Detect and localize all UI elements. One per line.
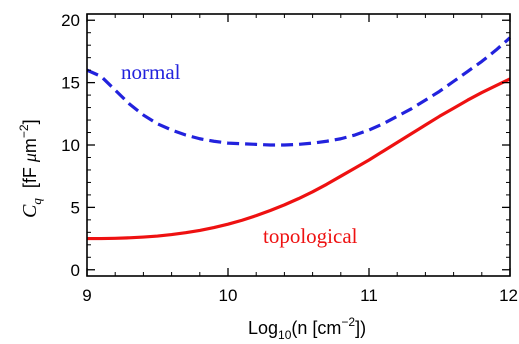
x-axis-label-superscript: −2 [341,315,355,329]
x-tick-label-9: 9 [82,286,91,305]
x-axis-label-subscript: 10 [278,328,292,342]
x-tick-label-12: 12 [499,286,518,305]
x-axis-label-suffix: ]) [355,318,366,338]
series-line-topological [87,77,511,241]
x-axis-label-middle: (n [cm [291,318,341,338]
y-axis-label-unit-mu: μ [20,153,40,163]
y-tick-label-20: 20 [61,11,80,30]
x-tick-label-11: 11 [360,286,378,305]
y-axis-label-symbol: C [19,204,41,218]
y-axis-label-unit-m: m [20,138,40,153]
series-line-normal [86,36,512,147]
x-axis-label: Log10(n [cm−2]) [248,315,366,342]
y-tick-label-5: 5 [71,198,80,217]
y-axis-label: Cq [fF μm−2] [17,119,44,218]
ticks-layer [86,14,511,276]
y-axis-label-unit-sup: −2 [17,124,31,138]
y-tick-label-15: 15 [61,74,80,93]
tick-labels-layer: 9 10 11 12 0 5 10 15 20 [61,11,518,305]
annotation-topological: topological [263,224,358,248]
y-axis-label-symbol-sub: q [29,198,44,205]
y-axis-label-unit-suffix: ] [20,119,40,124]
y-axis-label-unit-prefix: [fF [20,162,40,188]
x-tick-label-10: 10 [219,286,238,305]
y-tick-label-0: 0 [71,261,80,280]
curves-layer [86,36,512,241]
y-tick-label-10: 10 [61,136,80,155]
x-axis-label-prefix: Log [248,318,278,338]
annotation-normal: normal [121,60,181,84]
